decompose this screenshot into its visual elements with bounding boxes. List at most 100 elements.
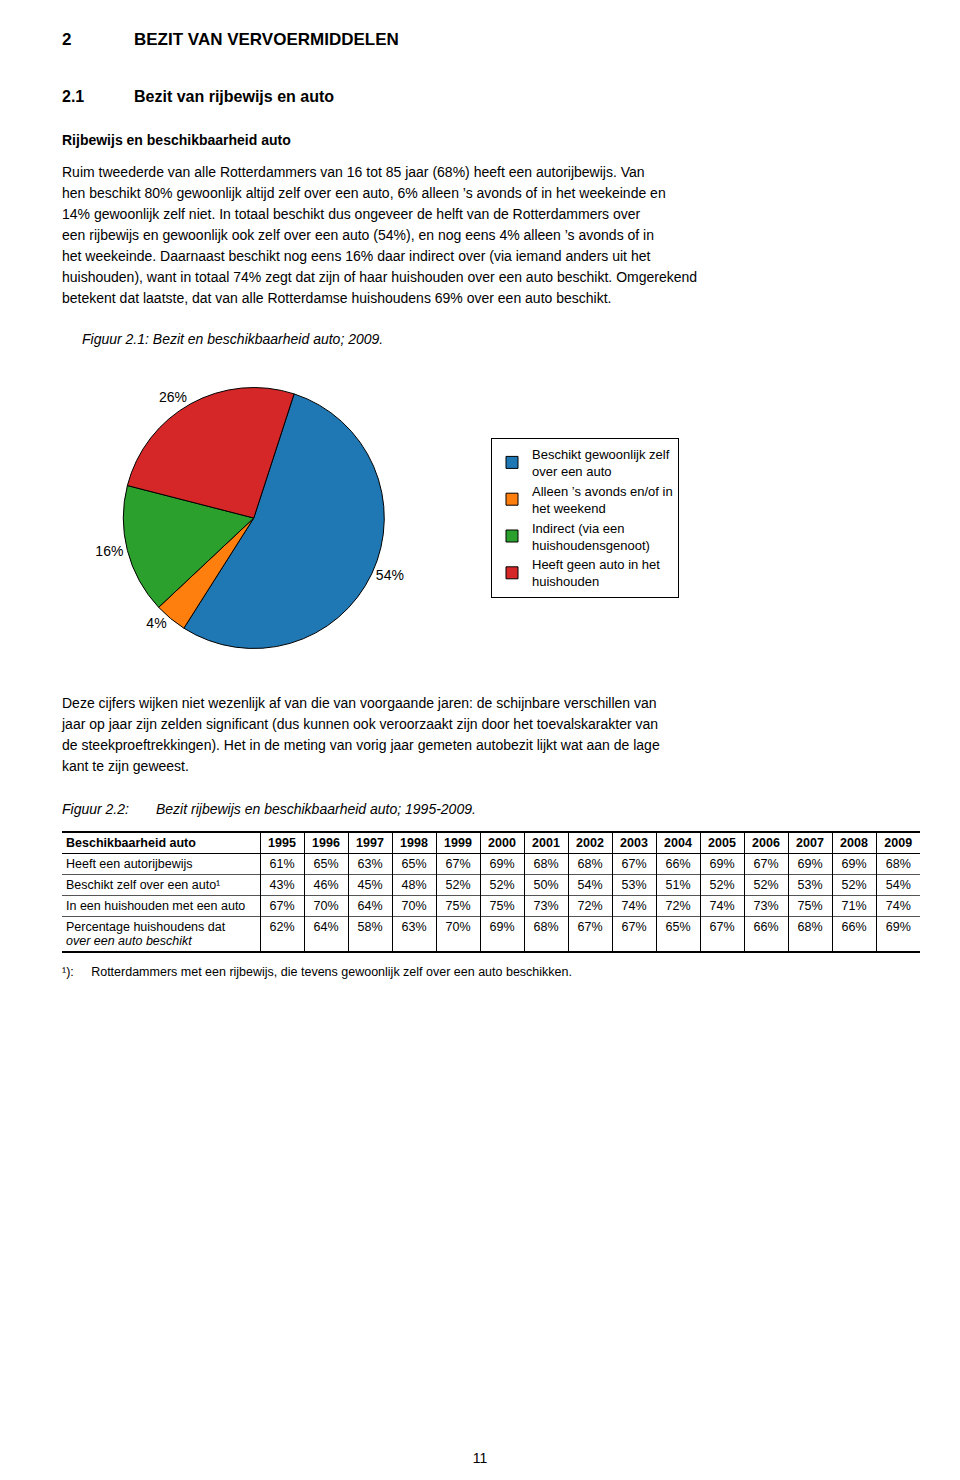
html-text:Beschikbaarheid auto: Beschikbaarheid auto — [66, 836, 196, 850]
html-text:over een auto beschikt: over een auto beschikt — [66, 934, 192, 948]
html-text:54%: 54% — [577, 878, 603, 892]
svg-text:Alleen ’s avonds en/of inhet w: Alleen ’s avonds en/of inhet weekend — [532, 484, 673, 516]
html-text:2003: 2003 — [620, 836, 648, 850]
html-text:72%: 72% — [665, 899, 691, 913]
html-text:52%: 52% — [841, 878, 867, 892]
html-text:Ruim tweederde van alle Rotter: Ruim tweederde van alle Rotterdammers va… — [62, 164, 645, 180]
html-text:huishouden), want in totaal 74: huishouden), want in totaal 74% zegt dat… — [62, 269, 698, 285]
html-text:67%: 67% — [753, 857, 779, 871]
html-text:63%: 63% — [357, 857, 383, 871]
html-text:betekent dat laatste, dat van: betekent dat laatste, dat van alle Rotte… — [62, 290, 612, 306]
html-text:62%: 62% — [269, 920, 295, 934]
svg-text:26%: 26% — [159, 389, 187, 405]
html-text:1999: 1999 — [444, 836, 472, 850]
html-text:73%: 73% — [533, 899, 559, 913]
html-text:71%: 71% — [841, 899, 867, 913]
html-text:68%: 68% — [577, 857, 603, 871]
html-text:61%: 61% — [269, 857, 295, 871]
html-text:75%: 75% — [489, 899, 515, 913]
html-text:67%: 67% — [621, 857, 647, 871]
html-text:Figuur 2.2:: Figuur 2.2: — [62, 801, 129, 817]
html-text:Beschikt zelf over een auto¹: Beschikt zelf over een auto¹ — [66, 878, 221, 892]
html-text:2001: 2001 — [532, 836, 560, 850]
html-text:68%: 68% — [533, 857, 559, 871]
svg-text:16%: 16% — [95, 543, 123, 559]
html-text:54%: 54% — [885, 878, 911, 892]
html-text:65%: 65% — [401, 857, 427, 871]
html-text:14% gewoonlijk zelf niet. In t: 14% gewoonlijk zelf niet. In totaal besc… — [62, 206, 641, 222]
html-text:72%: 72% — [577, 899, 603, 913]
html-text:50%: 50% — [533, 878, 559, 892]
html-text:1996: 1996 — [312, 836, 340, 850]
html-text:het weekeinde. Daarnaast besch: het weekeinde. Daarnaast beschikt nog ee… — [62, 248, 651, 264]
html-text:2005: 2005 — [708, 836, 736, 850]
html-text:64%: 64% — [313, 920, 339, 934]
html-text:53%: 53% — [797, 878, 823, 892]
svg-text:Heeft geen auto in hethuishoud: Heeft geen auto in hethuishouden — [532, 557, 660, 589]
html-text:73%: 73% — [753, 899, 779, 913]
html-text:69%: 69% — [489, 920, 515, 934]
html-text:45%: 45% — [357, 878, 383, 892]
html-text:67%: 67% — [269, 899, 295, 913]
svg-text:54%: 54% — [376, 567, 404, 583]
html-text:2006: 2006 — [752, 836, 780, 850]
html-text:75%: 75% — [797, 899, 823, 913]
html-text:Heeft een autorijbewijs: Heeft een autorijbewijs — [66, 857, 193, 871]
html-text:2009: 2009 — [884, 836, 913, 850]
html-text:74%: 74% — [885, 899, 911, 913]
html-text:1995: 1995 — [268, 836, 296, 850]
html-text:69%: 69% — [797, 857, 823, 871]
html-text:70%: 70% — [401, 899, 427, 913]
html-text:46%: 46% — [313, 878, 339, 892]
html-text:52%: 52% — [753, 878, 779, 892]
html-text:75%: 75% — [445, 899, 471, 913]
svg-text:4%: 4% — [146, 615, 166, 631]
html-text:51%: 51% — [665, 878, 691, 892]
html-text:Deze cijfers wijken niet wezen: Deze cijfers wijken niet wezenlijk af va… — [62, 695, 657, 711]
html-text:Percentage huishoudens dat: Percentage huishoudens dat — [66, 920, 226, 934]
html-text:63%: 63% — [401, 920, 427, 934]
html-text:Bezit rijbewijs en beschikbaar: Bezit rijbewijs en beschikbaarheid auto;… — [156, 801, 476, 817]
html-text:2000: 2000 — [488, 836, 516, 850]
html-text:69%: 69% — [489, 857, 515, 871]
html-text:74%: 74% — [621, 899, 647, 913]
html-text:11: 11 — [472, 1450, 488, 1466]
html-text:hen beschikt 80% gewoonlijk al: hen beschikt 80% gewoonlijk altijd zelf … — [62, 185, 666, 201]
html-text:2004: 2004 — [664, 836, 692, 850]
html-text:een rijbewijs en gewoonlijk oo: een rijbewijs en gewoonlijk ook zelf ove… — [62, 227, 654, 243]
html-text:58%: 58% — [357, 920, 383, 934]
html-text:65%: 65% — [313, 857, 339, 871]
svg-text:Figuur 2.1: Bezit en beschikba: Figuur 2.1: Bezit en beschikbaarheid aut… — [82, 331, 383, 347]
html-text:1997: 1997 — [356, 836, 384, 850]
svg-text:Indirect (via eenhuishoudensge: Indirect (via eenhuishoudensgenoot) — [532, 521, 650, 553]
html-text:Rijbewijs en beschikbaarheid a: Rijbewijs en beschikbaarheid auto — [62, 132, 291, 148]
html-text:70%: 70% — [313, 899, 339, 913]
html-text:68%: 68% — [885, 857, 911, 871]
html-text:43%: 43% — [269, 878, 295, 892]
html-text:2002: 2002 — [576, 836, 604, 850]
html-text:52%: 52% — [709, 878, 735, 892]
html-text:2008: 2008 — [840, 836, 868, 850]
html-text:BEZIT VAN VERVOERMIDDELEN: BEZIT VAN VERVOERMIDDELEN — [134, 30, 399, 49]
html-text:66%: 66% — [665, 857, 691, 871]
html-text:67%: 67% — [445, 857, 471, 871]
html-text:70%: 70% — [445, 920, 471, 934]
html-text:kant te zijn geweest.: kant te zijn geweest. — [62, 758, 189, 774]
html-text:53%: 53% — [621, 878, 647, 892]
html-text:1998: 1998 — [400, 836, 428, 850]
html-text:52%: 52% — [489, 878, 515, 892]
html-text:jaar op jaar zijn zelden signi: jaar op jaar zijn zelden significant (du… — [62, 716, 659, 732]
svg-text:Beschikt gewoonlijk zelfover e: Beschikt gewoonlijk zelfover een auto — [532, 447, 670, 479]
html-text:69%: 69% — [841, 857, 867, 871]
html-text:69%: 69% — [709, 857, 735, 871]
html-text:74%: 74% — [709, 899, 735, 913]
html-text:2007: 2007 — [796, 836, 824, 850]
html-text:64%: 64% — [357, 899, 383, 913]
html-text:48%: 48% — [401, 878, 427, 892]
html-text:de steekproeftrekkingen). Het: de steekproeftrekkingen). Het in de meti… — [62, 737, 660, 753]
html-text:2.1: 2.1 — [62, 88, 85, 105]
html-text:Bezit van rijbewijs en auto: Bezit van rijbewijs en auto — [134, 88, 334, 105]
html-text:In een huishouden met een auto: In een huishouden met een auto — [66, 899, 246, 913]
html-text:52%: 52% — [445, 878, 471, 892]
html-text:68%: 68% — [533, 920, 559, 934]
